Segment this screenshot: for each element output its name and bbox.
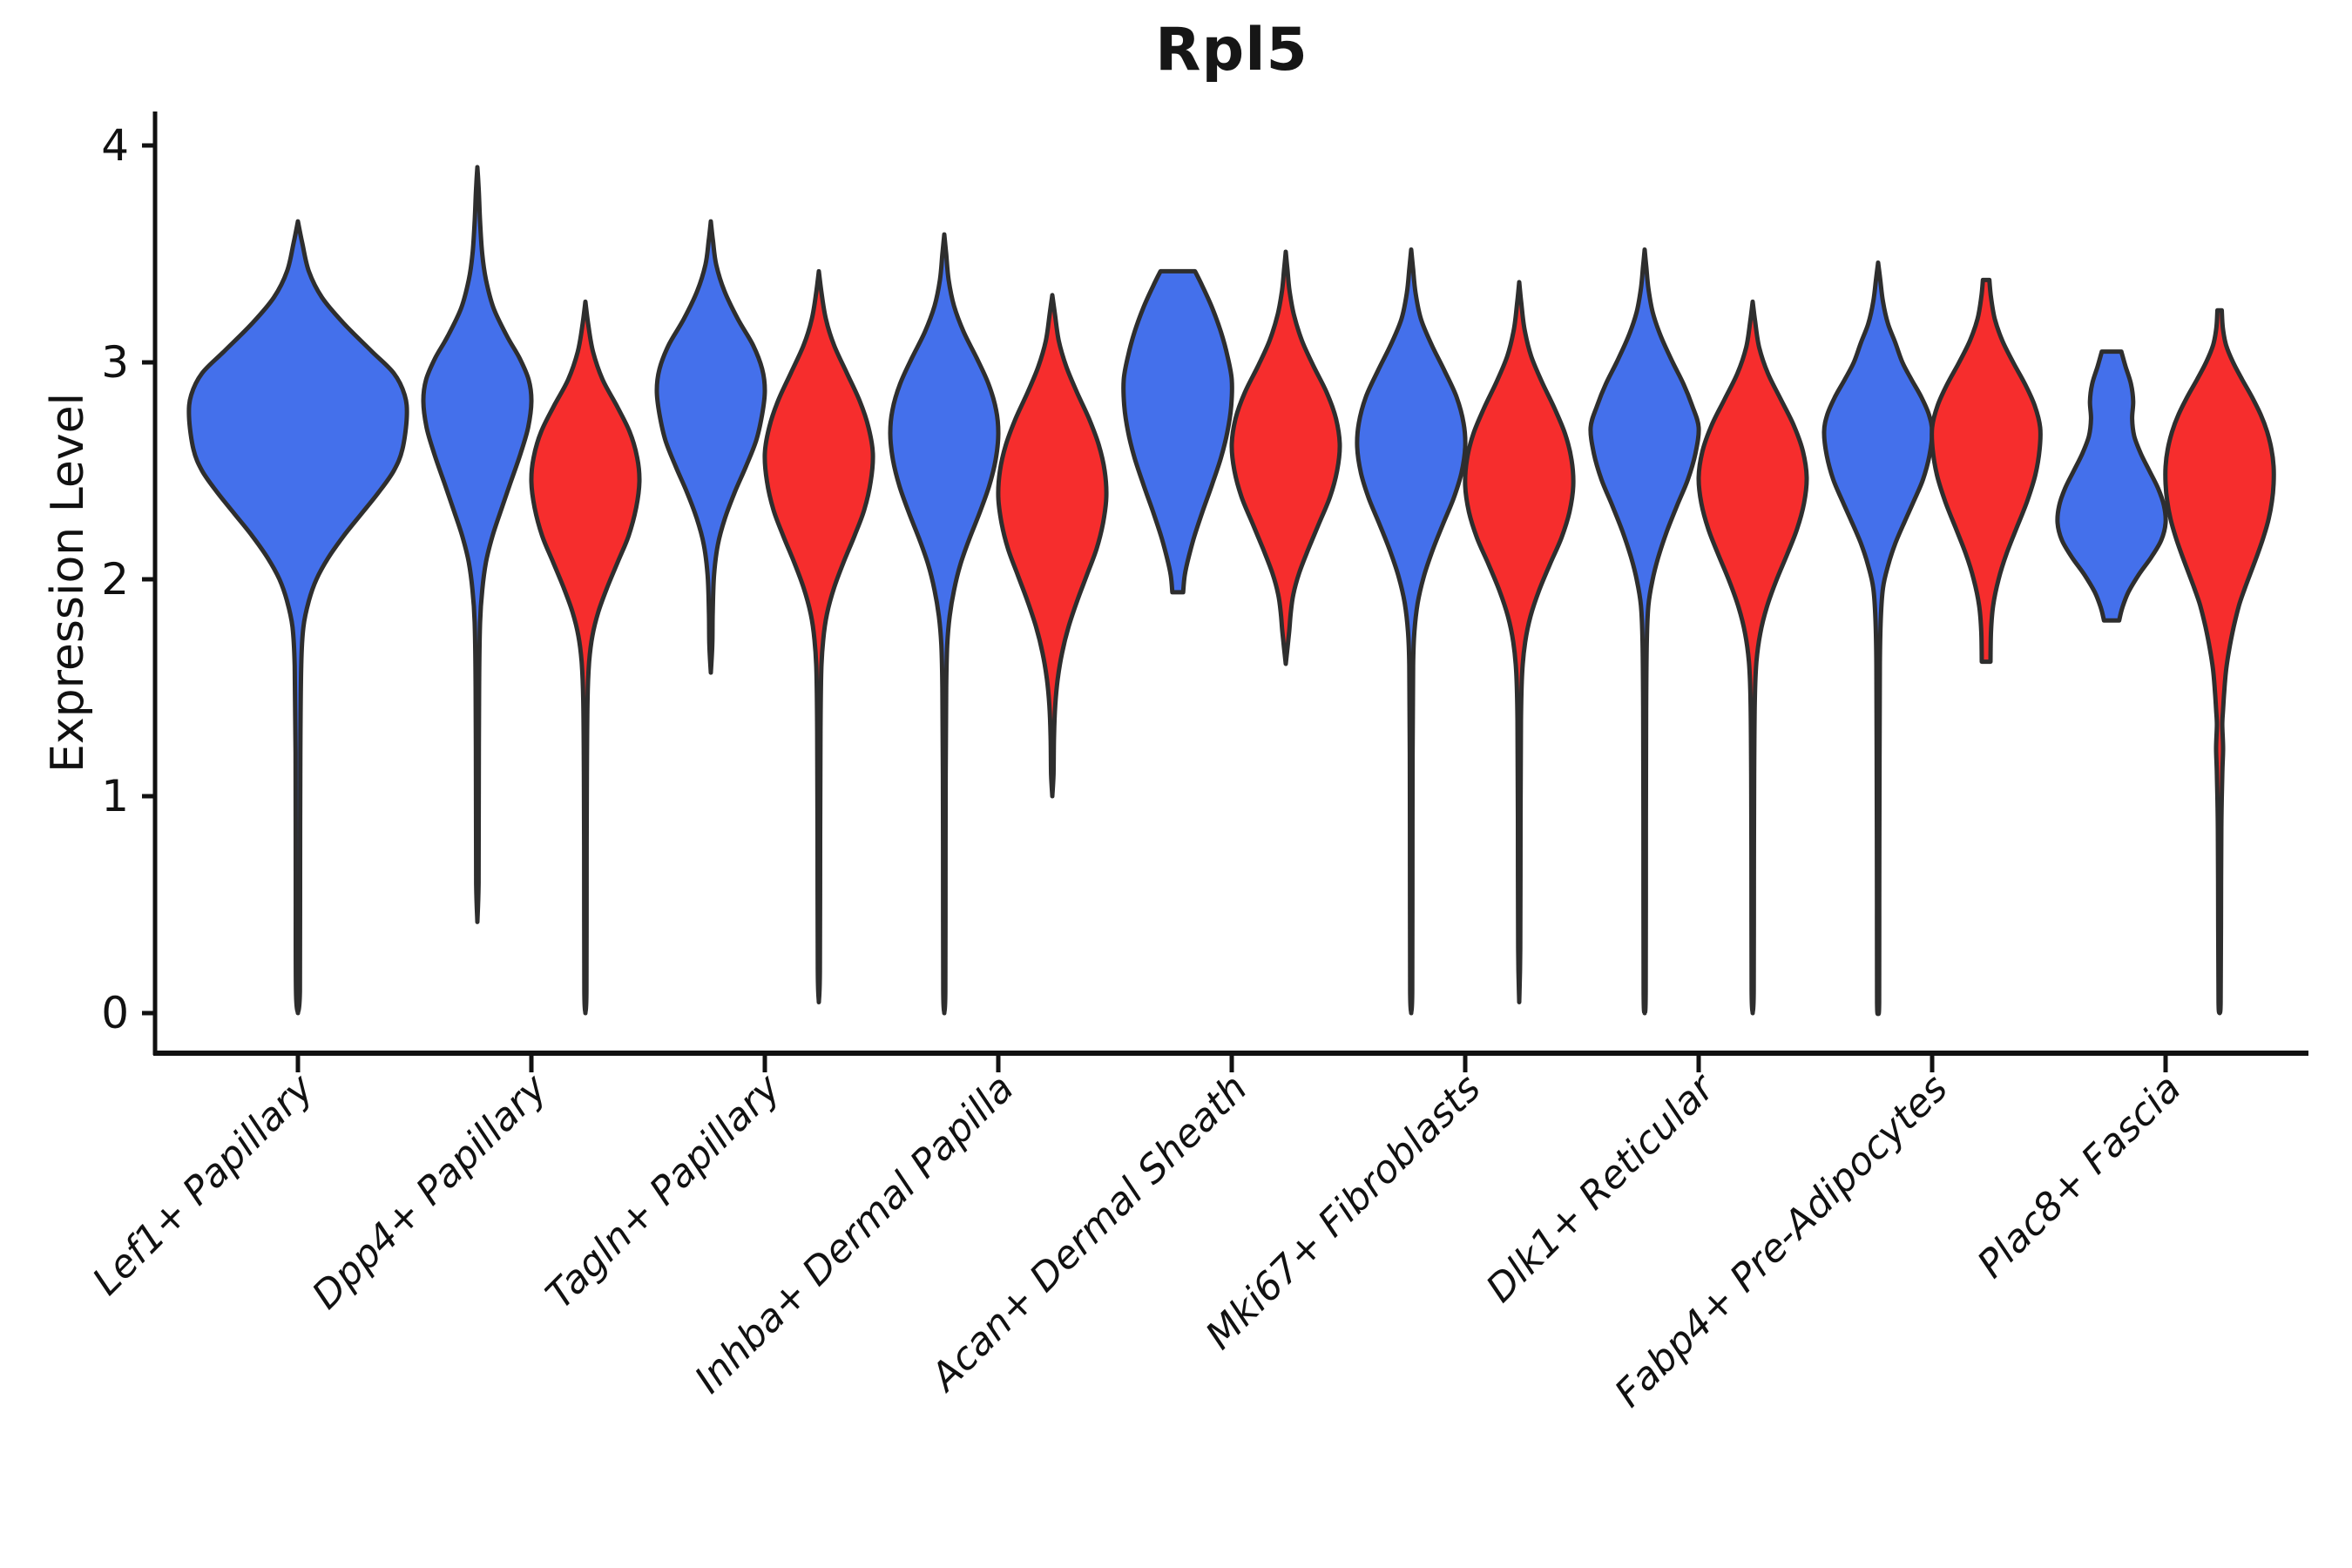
violin-blue-6 — [1588, 247, 1701, 1016]
violins-layer — [186, 165, 2276, 1017]
violin-red-1 — [529, 299, 642, 1016]
violin-red-8 — [2163, 308, 2276, 1016]
violin-blue-2 — [654, 219, 767, 675]
violin-red-3 — [996, 293, 1109, 799]
violin-red-6 — [1696, 299, 1809, 1016]
y-tick-label: 2 — [101, 554, 129, 605]
violin-blue-5 — [1355, 247, 1468, 1016]
x-category-label: Dpp4+ Papillary — [304, 1065, 557, 1318]
y-tick-label: 4 — [101, 120, 129, 171]
violin-blue-7 — [1821, 260, 1935, 1017]
violin-red-5 — [1463, 280, 1576, 1004]
y-tick-label: 1 — [101, 771, 129, 821]
violin-blue-8 — [2055, 349, 2168, 623]
violin-blue-4 — [1121, 268, 1234, 595]
chart-title: Rpl5 — [1155, 16, 1308, 84]
violin-red-2 — [762, 268, 875, 1004]
x-category-label: Lef1+ Papillary — [84, 1065, 323, 1304]
x-category-label: Plac8+ Fascia — [1969, 1066, 2189, 1287]
x-category-label: Dlk1+ Reticular — [1477, 1064, 1724, 1311]
y-tick-label: 0 — [101, 988, 129, 1038]
violin-blue-1 — [421, 165, 534, 924]
y-tick-label: 3 — [101, 337, 129, 388]
violin-red-4 — [1229, 249, 1342, 666]
violin-red-7 — [1930, 277, 2043, 665]
violin-blue-3 — [888, 232, 1001, 1016]
axes-layer — [142, 112, 2308, 1072]
violin-blue-0 — [186, 219, 409, 1016]
x-category-label: Tagln+ Papillary — [537, 1065, 789, 1317]
